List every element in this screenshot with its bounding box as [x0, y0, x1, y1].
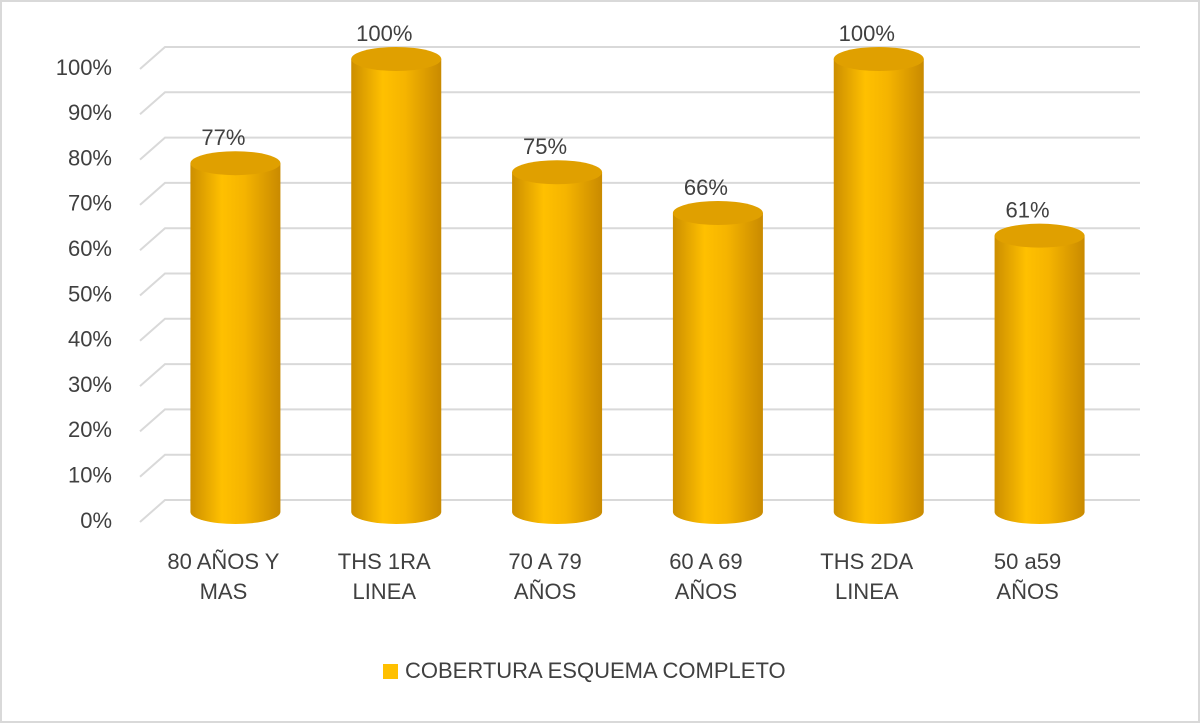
x-tick-label: THS 2DA LINEA	[820, 549, 914, 604]
x-tick-label: 50 a59 AÑOS	[993, 549, 1062, 604]
value-label: 100%	[356, 21, 412, 46]
grid-line	[139, 181, 1140, 206]
cylinder-body	[994, 235, 1085, 525]
x-tick-label: 60 A 69 AÑOS	[669, 549, 743, 604]
grid-line	[139, 453, 1140, 478]
cylinder-body	[351, 59, 442, 524]
grid-line	[139, 46, 1140, 70]
cylinder-top	[994, 223, 1085, 248]
grid-line	[139, 136, 1140, 161]
cylinder-top	[351, 47, 442, 71]
value-label: 61%	[1006, 197, 1050, 222]
cylinder-body	[672, 213, 763, 524]
cylinder-body	[833, 59, 924, 524]
grid-line	[139, 363, 1140, 387]
grid-line	[139, 91, 1140, 116]
grid-line	[139, 408, 1140, 433]
y-tick-label: 80%	[68, 145, 112, 170]
y-tick-label: 10%	[68, 463, 112, 488]
y-tick-label: 100%	[56, 55, 112, 80]
cylinder-top	[833, 47, 924, 71]
grid-line	[139, 317, 1140, 342]
x-tick-label: THS 1RA LINEA	[337, 549, 431, 604]
y-tick-label: 90%	[68, 100, 112, 125]
cylinder-body	[190, 163, 281, 524]
value-label: 66%	[684, 175, 728, 200]
grid-line	[139, 227, 1140, 251]
grid-line	[139, 499, 1140, 523]
grid-line	[139, 272, 1140, 297]
y-tick-label: 0%	[80, 508, 112, 533]
cylinder-top	[512, 160, 603, 185]
y-tick-label: 50%	[68, 281, 112, 306]
legend-swatch	[383, 664, 398, 679]
cylinder-body	[512, 172, 603, 524]
x-tick-label: 80 AÑOS Y MAS	[167, 549, 280, 604]
cylinder-top	[190, 151, 281, 176]
y-tick-label: 60%	[68, 236, 112, 261]
y-tick-label: 40%	[68, 327, 112, 352]
value-label: 75%	[523, 134, 567, 159]
y-tick-label: 70%	[68, 191, 112, 216]
legend-label: COBERTURA ESQUEMA COMPLETO	[405, 658, 786, 683]
y-tick-label: 20%	[68, 417, 112, 442]
cylinder-top	[672, 201, 763, 226]
value-label: 77%	[201, 125, 245, 150]
value-label: 100%	[839, 21, 895, 46]
x-tick-label: 70 A 79 AÑOS	[508, 549, 582, 604]
y-tick-label: 30%	[68, 372, 112, 397]
